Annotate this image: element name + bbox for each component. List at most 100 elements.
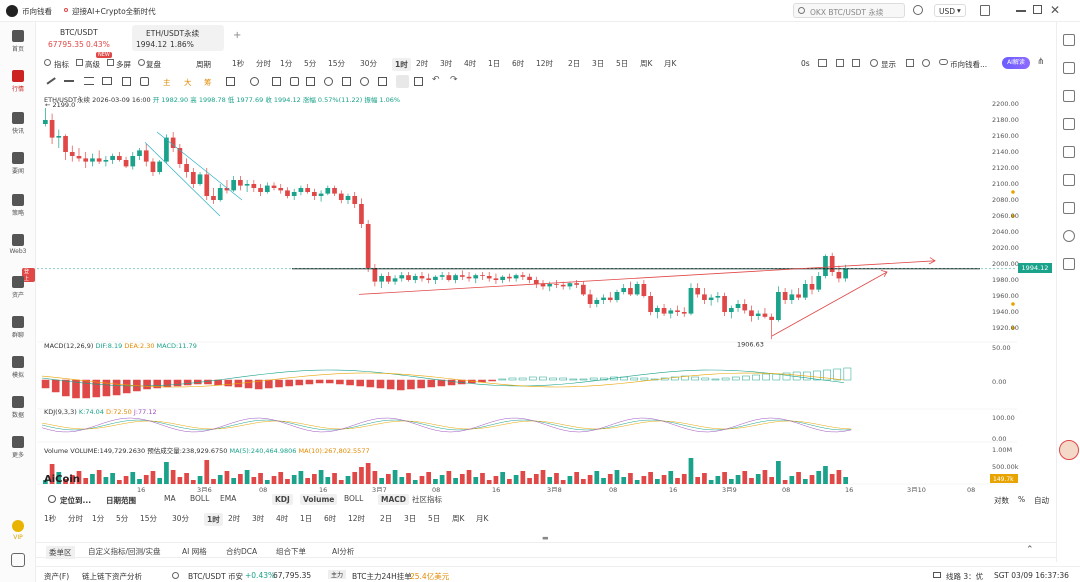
panel-tab-5[interactable]: AI分析 bbox=[332, 547, 355, 556]
bottom-period-tab-16[interactable]: 周K bbox=[452, 514, 465, 523]
ma-main-button[interactable]: 主 bbox=[163, 78, 171, 87]
collapse-icon[interactable]: ▬ bbox=[542, 534, 549, 542]
chip-button[interactable]: 筹 bbox=[204, 78, 212, 87]
period-tab-1[interactable]: 分时 bbox=[256, 59, 271, 68]
expand-icon[interactable] bbox=[836, 59, 844, 67]
bottom-period-tab-12[interactable]: 12时 bbox=[348, 514, 366, 523]
filter-icon[interactable] bbox=[396, 75, 409, 88]
indicator-tab-3[interactable]: KDJ bbox=[272, 494, 293, 505]
panel-tab-2[interactable]: AI 网格 bbox=[182, 547, 207, 556]
period-tab-7[interactable]: 2时 bbox=[416, 59, 429, 68]
indicator-tab-5[interactable]: BOLL bbox=[344, 494, 364, 503]
tagline[interactable]: 迎接AI+Crypto全新时代 bbox=[72, 7, 156, 16]
minimize-icon[interactable] bbox=[1016, 10, 1026, 12]
fullscreen-icon[interactable] bbox=[852, 59, 860, 67]
bottom-period-tab-11[interactable]: 6时 bbox=[324, 514, 337, 523]
news-icon[interactable] bbox=[1063, 146, 1075, 158]
bottom-period-tab-10[interactable]: 1日 bbox=[300, 514, 313, 523]
sidebar-item-home[interactable]: 首页 bbox=[0, 30, 36, 53]
sidebar-item-simulate[interactable]: 模拟 bbox=[0, 356, 36, 379]
indicator-tab-6[interactable]: MACD bbox=[378, 494, 409, 505]
bottom-period-tab-4[interactable]: 15分 bbox=[140, 514, 158, 523]
panel-tab-4[interactable]: 组合下单 bbox=[276, 547, 306, 556]
indicator-tab-2[interactable]: EMA bbox=[220, 494, 237, 503]
maximize-icon[interactable] bbox=[1033, 5, 1042, 14]
log-scale-button[interactable]: 对数 bbox=[994, 496, 1009, 505]
period-tab-0[interactable]: 1秒 bbox=[232, 59, 245, 68]
period-tab-15[interactable]: 5日 bbox=[616, 59, 629, 68]
period-tab-14[interactable]: 3日 bbox=[592, 59, 605, 68]
bottom-period-tab-14[interactable]: 3日 bbox=[404, 514, 417, 523]
period-tab-5[interactable]: 30分 bbox=[360, 59, 378, 68]
bottom-period-tab-9[interactable]: 4时 bbox=[276, 514, 289, 523]
orderbook-icon[interactable] bbox=[1063, 62, 1075, 74]
panel-tab-1[interactable]: 自定义指标/回测/实盘 bbox=[88, 547, 161, 556]
bottom-period-tab-2[interactable]: 1分 bbox=[92, 514, 105, 523]
globe-icon[interactable] bbox=[1063, 230, 1075, 242]
trash-icon[interactable] bbox=[414, 77, 423, 86]
fib-icon[interactable] bbox=[122, 77, 131, 86]
emoji-icon[interactable] bbox=[324, 77, 333, 86]
status-pair[interactable]: BTC/USDT 币安 bbox=[188, 572, 244, 581]
bottom-period-tab-5[interactable]: 30分 bbox=[172, 514, 190, 523]
date-range-button[interactable]: 日期范围 bbox=[106, 496, 136, 505]
layers-icon[interactable] bbox=[1063, 258, 1075, 270]
arrow-tool-icon[interactable] bbox=[306, 77, 315, 86]
document-icon[interactable] bbox=[980, 5, 990, 16]
ai-interpret-button[interactable]: AI解读 bbox=[1002, 57, 1030, 69]
profile-select[interactable]: 币向钱看... bbox=[950, 60, 988, 69]
assets-label[interactable]: 资产(F) bbox=[44, 572, 70, 581]
text-tool-icon[interactable] bbox=[226, 77, 235, 86]
bottom-period-tab-8[interactable]: 3时 bbox=[252, 514, 265, 523]
period-tab-2[interactable]: 1分 bbox=[280, 59, 293, 68]
parallel-icon[interactable] bbox=[102, 77, 112, 85]
app-logo-icon[interactable] bbox=[6, 5, 18, 17]
display-button[interactable]: 显示 bbox=[881, 60, 896, 69]
line-status[interactable]: 线路 3：优 bbox=[946, 572, 984, 581]
currency-select[interactable]: USD ▾ bbox=[934, 4, 966, 17]
calendar-icon[interactable] bbox=[1063, 174, 1075, 186]
auto-scale-button[interactable]: 自动 bbox=[1034, 496, 1049, 505]
period-tab-16[interactable]: 周K bbox=[640, 59, 653, 68]
indicator-tab-1[interactable]: BOLL bbox=[190, 494, 210, 503]
sidebar-item-assets[interactable]: 资产 bbox=[0, 276, 36, 299]
bottom-period-tab-17[interactable]: 月K bbox=[476, 514, 489, 523]
period-tab-17[interactable]: 月K bbox=[664, 59, 677, 68]
ma-big-button[interactable]: 大 bbox=[184, 78, 192, 87]
sidebar-item-more[interactable]: 更多 bbox=[0, 436, 36, 459]
bottom-period-tab-7[interactable]: 2时 bbox=[228, 514, 241, 523]
multiscreen-button[interactable]: 多屏 bbox=[116, 60, 131, 69]
period-tab-6[interactable]: 1时 bbox=[392, 58, 411, 71]
expand-panel-icon[interactable]: ⌃ bbox=[1026, 545, 1034, 555]
magnet-icon[interactable] bbox=[360, 77, 369, 86]
brush-icon[interactable] bbox=[272, 77, 281, 86]
lock-icon[interactable] bbox=[342, 77, 351, 86]
avatar[interactable] bbox=[1059, 440, 1079, 460]
period-tab-8[interactable]: 3时 bbox=[440, 59, 453, 68]
period-tab-9[interactable]: 4时 bbox=[464, 59, 477, 68]
replay-button[interactable]: 复盘 bbox=[146, 60, 161, 69]
layout-icon[interactable] bbox=[906, 59, 914, 67]
bottom-period-tab-6[interactable]: 1时 bbox=[204, 513, 223, 526]
sidebar-item-strategy[interactable]: 策略 bbox=[0, 194, 36, 217]
ticker-tab-eth[interactable]: ETH/USDT永续 1994.12 1.86% bbox=[132, 25, 224, 51]
bottom-period-tab-3[interactable]: 5分 bbox=[116, 514, 129, 523]
indicator-tab-0[interactable]: MA bbox=[164, 494, 176, 503]
sidebar-item-data[interactable]: 数据 bbox=[0, 396, 36, 419]
indicator-tab-7[interactable]: 社区指标 bbox=[412, 495, 442, 504]
bottom-period-tab-1[interactable]: 分时 bbox=[68, 514, 83, 523]
bottom-period-tab-0[interactable]: 1秒 bbox=[44, 514, 57, 523]
sidebar-item-headlines[interactable]: 要闻 bbox=[0, 152, 36, 175]
list-icon[interactable] bbox=[1063, 202, 1075, 214]
ticker-tab-btc[interactable]: BTC/USDT 67795.35 0.43% bbox=[36, 25, 128, 51]
channel-icon[interactable] bbox=[84, 77, 94, 85]
search-input[interactable]: OKX BTC/USDT 永续 bbox=[810, 8, 884, 17]
redo-icon[interactable]: ↷ bbox=[450, 75, 458, 85]
price-chart[interactable]: ← 2199.0 1906.63 2200.00 2180.00 2160.00 214… bbox=[37, 92, 1022, 492]
camera-icon[interactable] bbox=[818, 59, 827, 67]
watchlist-icon[interactable] bbox=[1063, 34, 1075, 46]
sidebar-item-vip[interactable]: VIP bbox=[0, 520, 36, 541]
add-tab-icon[interactable]: + bbox=[233, 30, 242, 41]
settings-icon[interactable] bbox=[922, 59, 930, 67]
locate-button[interactable]: 定位到... bbox=[60, 496, 92, 505]
